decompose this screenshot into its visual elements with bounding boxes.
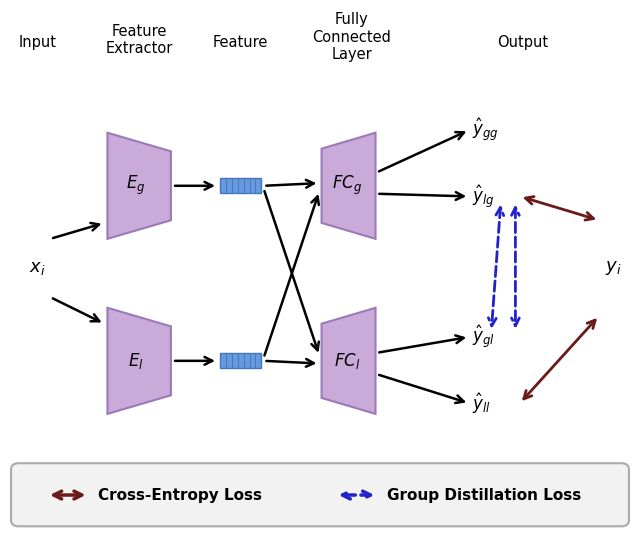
Text: Feature
Extractor: Feature Extractor [106, 24, 173, 56]
Text: Fully
Connected
Layer: Fully Connected Layer [312, 12, 391, 62]
Text: $y_i$: $y_i$ [605, 259, 622, 277]
Polygon shape [108, 308, 171, 414]
Text: $E_l$: $E_l$ [128, 351, 144, 371]
FancyBboxPatch shape [11, 463, 629, 526]
Text: Group Distillation Loss: Group Distillation Loss [387, 488, 581, 503]
Text: $\hat{y}_{lg}$: $\hat{y}_{lg}$ [472, 183, 495, 210]
Text: $x_i$: $x_i$ [29, 259, 46, 277]
Text: $FC_g$: $FC_g$ [332, 174, 362, 197]
Text: Feature: Feature [213, 35, 268, 50]
Text: $\hat{y}_{gl}$: $\hat{y}_{gl}$ [472, 324, 495, 351]
Text: $\hat{y}_{ll}$: $\hat{y}_{ll}$ [472, 391, 491, 415]
Polygon shape [321, 133, 376, 239]
Polygon shape [321, 308, 376, 414]
Bar [220, 353, 261, 368]
Text: $E_g$: $E_g$ [126, 174, 146, 197]
Text: $\hat{y}_{gg}$: $\hat{y}_{gg}$ [472, 117, 499, 144]
Text: Cross-Entropy Loss: Cross-Entropy Loss [98, 488, 262, 503]
Bar [220, 178, 261, 193]
Polygon shape [108, 133, 171, 239]
Text: Input: Input [19, 35, 57, 50]
Text: Output: Output [497, 35, 548, 50]
Text: $FC_l$: $FC_l$ [334, 351, 360, 371]
